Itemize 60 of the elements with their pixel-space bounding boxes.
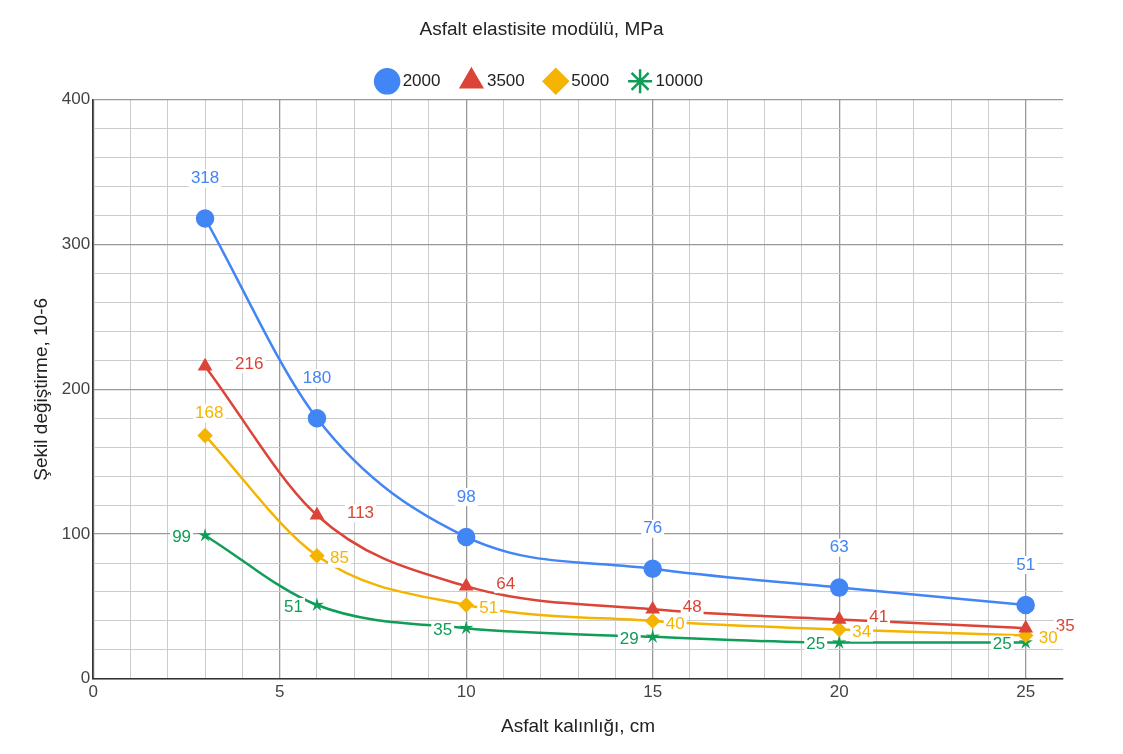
point (458, 597, 474, 613)
data-label: 216 (235, 353, 264, 373)
data-label: 51 (284, 596, 303, 616)
point (645, 613, 660, 629)
legend-label: 10000 (655, 70, 703, 90)
x-tick-label: 20 (829, 681, 849, 701)
x-tick-label: 15 (643, 681, 663, 701)
point (197, 528, 213, 542)
point (1019, 620, 1033, 633)
y-tick-label: 100 (61, 523, 91, 543)
data-label: 318 (190, 168, 220, 188)
data-label: 113 (346, 502, 375, 522)
x-tick-label: 25 (1016, 681, 1036, 701)
x-axis-title: Asfalt kalınlığı, cm (501, 714, 656, 736)
data-label: 41 (869, 607, 889, 627)
point (643, 559, 662, 579)
legend-label: 3500 (486, 70, 525, 90)
x-tick-label: 10 (456, 681, 476, 701)
y-tick-label: 400 (61, 89, 91, 109)
point (309, 548, 325, 564)
point (310, 507, 324, 520)
data-label: 51 (479, 597, 499, 617)
data-label: 35 (433, 619, 453, 639)
point (645, 629, 660, 643)
data-label: 29 (619, 628, 639, 648)
point (195, 209, 215, 228)
data-label: 99 (172, 527, 192, 547)
data-label: 34 (852, 622, 872, 642)
point (459, 578, 473, 591)
point (646, 602, 660, 614)
point (829, 578, 849, 597)
legend-label: 5000 (571, 70, 610, 90)
legend-label: 2000 (402, 70, 441, 90)
data-label: 40 (665, 613, 685, 633)
data-label: 51 (1016, 554, 1036, 574)
point (309, 597, 325, 612)
data-label: 63 (829, 537, 849, 557)
point (832, 635, 847, 649)
data-label: 48 (682, 597, 702, 617)
point (831, 622, 847, 637)
point (307, 409, 327, 428)
data-label: 25 (992, 634, 1012, 654)
point (456, 527, 476, 547)
data-label: 25 (806, 634, 826, 654)
legend-title: Asfalt elastisite modülü, MPa (419, 17, 664, 39)
point (459, 620, 474, 635)
data-label: 180 (302, 367, 332, 387)
data-label: 85 (329, 548, 349, 568)
point (832, 612, 846, 624)
data-label: 76 (643, 518, 663, 538)
point (1016, 595, 1035, 615)
y-axis-title: Şekil değiştirme, 10-6 (29, 297, 51, 481)
point (197, 428, 213, 443)
data-label: 64 (496, 573, 516, 593)
data-label: 98 (456, 486, 476, 506)
x-tick-label: 5 (274, 681, 285, 701)
point (198, 358, 212, 371)
data-label: 168 (195, 403, 224, 423)
y-tick-label: 300 (61, 234, 91, 254)
y-tick-label: 200 (61, 378, 91, 398)
